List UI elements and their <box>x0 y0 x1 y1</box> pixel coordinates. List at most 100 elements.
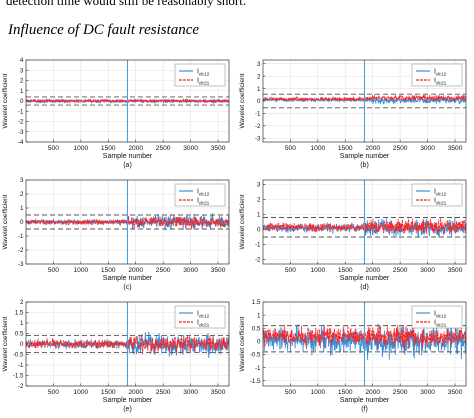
x-tick-label: 3500 <box>211 267 226 274</box>
panel-label: (f) <box>361 406 368 413</box>
y-tick-label: -1.5 <box>250 378 261 385</box>
x-tick-label: 3000 <box>183 267 198 274</box>
x-tick-label: 2000 <box>128 145 143 152</box>
y-tick-label: -3 <box>18 261 24 268</box>
wavelet-chart-d: 500 1000 1500 2000 2500 3000 3500 -2 -1 0 1 2 3 Sampl… <box>239 179 467 291</box>
y-tick-label: -1 <box>18 233 24 240</box>
y-tick-label: 3 <box>257 61 261 68</box>
y-tick-label: -1.5 <box>13 373 24 380</box>
y-tick-label: 0 <box>20 98 24 105</box>
y-tick-label: -1 <box>18 108 24 115</box>
x-tick-label: 3000 <box>420 389 435 396</box>
legend-entry-subscript: dc21 <box>199 323 210 329</box>
x-tick-label: 1500 <box>101 389 116 396</box>
x-tick-label: 1000 <box>310 145 325 152</box>
y-tick-label: -1 <box>255 111 261 118</box>
y-tick-label: 2 <box>257 73 261 80</box>
plot-frame <box>262 179 467 265</box>
x-tick-label: 1500 <box>101 267 116 274</box>
x-axis-label: Sample number <box>340 397 390 404</box>
legend-entry-subscript: dc12 <box>436 72 447 78</box>
legend-entry-subscript: dc21 <box>199 81 210 87</box>
y-tick-label: -2 <box>255 123 261 130</box>
y-tick-label: 1 <box>20 88 24 95</box>
y-axis-label: Wavelet coefficient <box>239 194 246 249</box>
wavelet-chart-e: 500 1000 1500 2000 2500 3000 3500 -2 -1.5 -1 -0.5 0… <box>2 299 230 413</box>
y-tick-label: 0 <box>20 219 24 226</box>
legend-entry-subscript: dc21 <box>436 323 447 329</box>
x-tick-label: 3500 <box>448 267 463 274</box>
legend-entry-1: Idc12 <box>434 189 447 198</box>
x-tick-label: 2500 <box>393 145 408 152</box>
legend-entry-1: Idc12 <box>434 311 447 320</box>
y-axis-label: Wavelet coefficient <box>2 194 9 249</box>
x-tick-label: 3000 <box>183 389 198 396</box>
legend-entry-2: Idc21 <box>434 198 447 207</box>
x-tick-label: 500 <box>285 389 296 396</box>
y-tick-label: -0.5 <box>250 352 261 359</box>
x-tick-label: 500 <box>285 267 296 274</box>
y-tick-label: -2 <box>18 119 24 126</box>
x-tick-label: 3500 <box>448 389 463 396</box>
x-tick-label: 2500 <box>393 267 408 274</box>
x-tick-label: 500 <box>48 145 59 152</box>
x-tick-label: 500 <box>48 267 59 274</box>
x-tick-label: 2000 <box>365 267 380 274</box>
y-tick-label: 3 <box>20 67 24 74</box>
y-tick-label: 0 <box>20 341 24 348</box>
legend-entry-1: Idc12 <box>434 69 447 78</box>
y-tick-label: -1 <box>255 242 261 249</box>
legend-entry-subscript: dc21 <box>436 81 447 87</box>
y-tick-label: 3 <box>257 182 261 189</box>
wavelet-chart-f: 500 1000 1500 2000 2500 3000 3500 -1.5 -1 -0.5 0 0.… <box>239 299 467 413</box>
x-tick-label: 500 <box>285 145 296 152</box>
legend-entry-1: Idc12 <box>197 69 210 78</box>
cut-off-text-line: detection time would still be reasonably… <box>6 0 247 8</box>
x-tick-label: 3000 <box>183 145 198 152</box>
legend-entry-subscript: dc12 <box>199 314 210 320</box>
x-axis-label: Sample number <box>340 153 390 160</box>
x-tick-label: 3500 <box>211 145 226 152</box>
y-tick-label: 2 <box>20 299 24 306</box>
legend-entry-subscript: dc12 <box>436 192 447 198</box>
panel-label: (d) <box>360 284 369 291</box>
legend-entry-1: Idc12 <box>197 311 210 320</box>
panel-label: (b) <box>360 162 369 169</box>
y-tick-label: 0.5 <box>252 325 261 332</box>
x-tick-label: 2000 <box>128 267 143 274</box>
y-tick-label: -0.5 <box>13 352 24 359</box>
y-tick-label: -1 <box>255 365 261 372</box>
y-tick-label: 1 <box>20 320 24 327</box>
y-axis-label: Wavelet coefficient <box>2 316 9 371</box>
wavelet-chart-a: 500 1000 1500 2000 2500 3000 3500 -4 -3 -2 -1 0 1 2 3 4… <box>2 57 230 169</box>
y-tick-label: 1.5 <box>252 299 261 306</box>
y-tick-label: -2 <box>255 257 261 264</box>
x-tick-label: 3000 <box>420 267 435 274</box>
x-tick-label: 1000 <box>73 267 88 274</box>
panel-label: (c) <box>123 284 131 291</box>
legend-entry-2: Idc21 <box>434 78 447 87</box>
x-tick-label: 2000 <box>365 389 380 396</box>
x-axis-label: Sample number <box>103 275 153 282</box>
legend-entry-2: Idc21 <box>197 198 210 207</box>
x-tick-label: 2500 <box>156 389 171 396</box>
y-tick-label: 2 <box>257 197 261 204</box>
y-tick-label: 0 <box>257 227 261 234</box>
legend-entry-2: Idc21 <box>197 320 210 329</box>
x-tick-label: 1500 <box>338 389 353 396</box>
panel-label: (a) <box>123 162 132 169</box>
y-tick-label: 0 <box>257 98 261 105</box>
y-tick-label: 4 <box>20 57 24 64</box>
x-tick-label: 1000 <box>73 389 88 396</box>
y-tick-label: -2 <box>18 383 24 390</box>
x-tick-label: 3500 <box>211 389 226 396</box>
y-tick-label: -1 <box>18 362 24 369</box>
legend-entry-subscript: dc12 <box>199 72 210 78</box>
legend-entry-subscript: dc21 <box>199 201 210 207</box>
x-tick-label: 3000 <box>420 145 435 152</box>
legend-entry-2: Idc21 <box>197 78 210 87</box>
legend-entry-subscript: dc21 <box>436 201 447 207</box>
y-tick-label: 1 <box>20 205 24 212</box>
legend-entry-subscript: dc12 <box>199 192 210 198</box>
x-tick-label: 1500 <box>338 145 353 152</box>
